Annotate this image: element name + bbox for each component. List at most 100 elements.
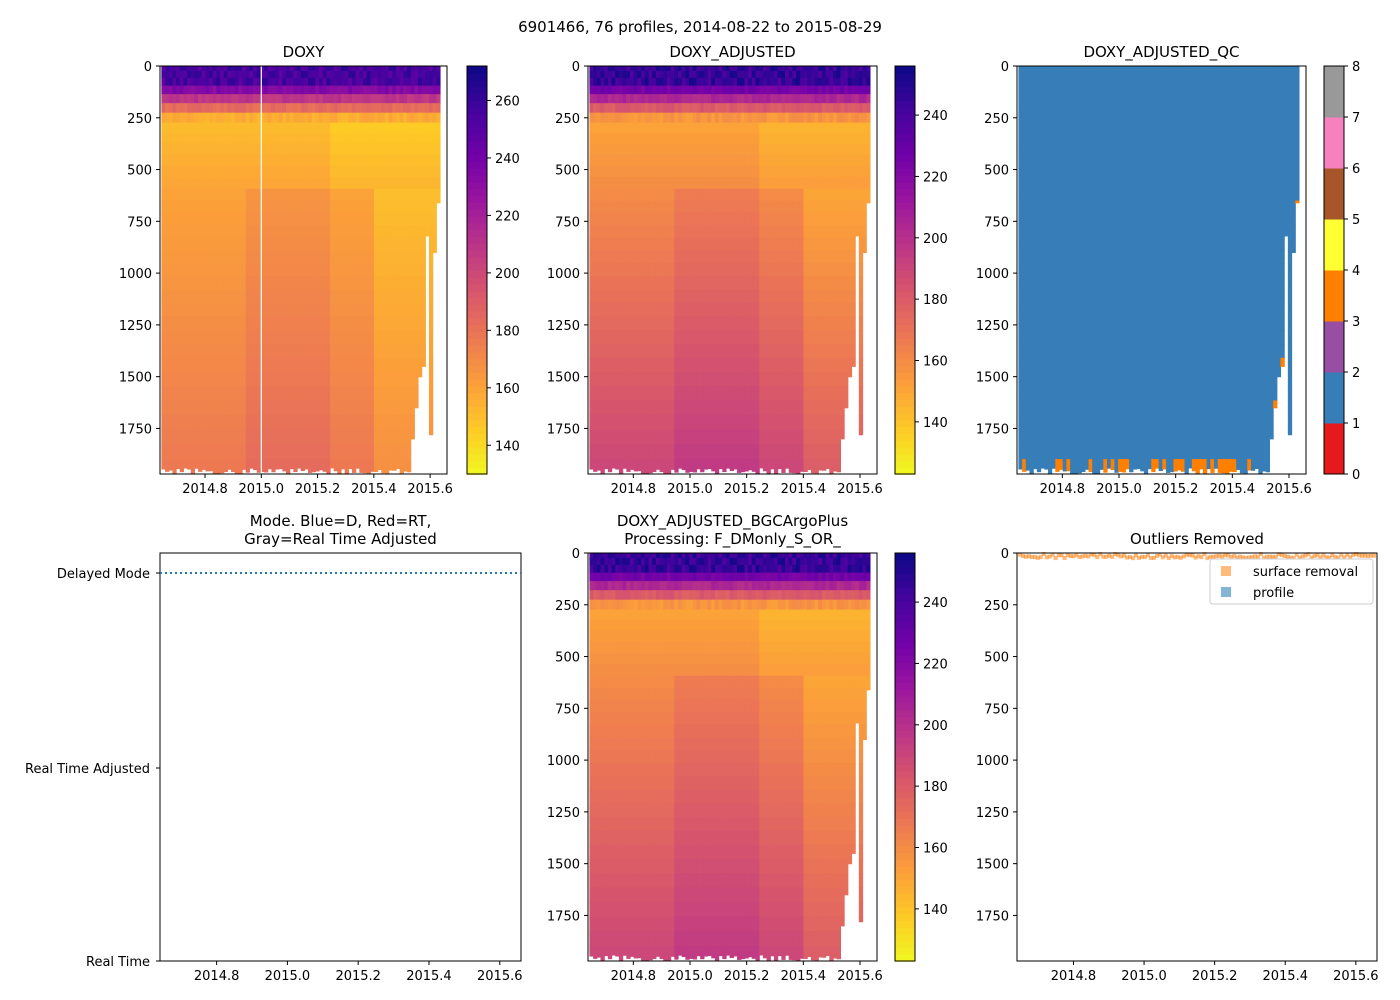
doxy-adjusted-cell (600, 200, 605, 214)
doxy-cell (333, 225, 338, 239)
doxy-cell (275, 371, 280, 387)
doxy-cell (351, 143, 357, 155)
doxy-cell (403, 250, 408, 264)
doxy-cell (245, 165, 250, 178)
doxy-adjusted-cell (729, 400, 734, 416)
doxy-cell (297, 143, 302, 155)
doxy-adjusted-cell (626, 70, 631, 79)
doxy-cell (187, 132, 192, 145)
doxy-adjusted-cell (814, 70, 819, 79)
doxy-adjusted-cell (744, 357, 749, 373)
doxy-cell (168, 316, 174, 331)
doxy-cell (344, 212, 349, 226)
doxy-cell (161, 459, 166, 470)
doxy-colorbar-step (467, 195, 487, 203)
doxy-cell (264, 70, 269, 79)
doxy-adjusted-cell (703, 70, 709, 79)
doxy-adjusted-cell (714, 237, 720, 251)
doxy-adjusted-cell (755, 225, 760, 239)
doxy-cell (256, 371, 261, 387)
doxy-cell (249, 66, 254, 72)
doxy-adjusted-cell (596, 66, 602, 72)
doxy-cell (300, 400, 305, 416)
doxy-cell (223, 459, 228, 473)
doxy-adjusted-cell (733, 371, 738, 387)
doxy-cell (377, 94, 382, 104)
doxy-adjusted-cell (840, 132, 845, 145)
doxy-cell (234, 400, 239, 416)
doxy-cell (337, 343, 342, 359)
doxy-adjusted-cell (718, 70, 723, 79)
doxy-cell (289, 225, 294, 239)
doxy-cell (187, 103, 192, 114)
doxy-adjusted-cell (770, 176, 775, 190)
doxy-cell (267, 316, 272, 331)
doxy-adjusted-cell (840, 143, 845, 155)
doxy-cell (260, 386, 265, 402)
doxy-cell (216, 371, 221, 387)
doxy-cell (333, 329, 338, 345)
doxy-cell (245, 85, 250, 95)
doxy-adjusted-cell (781, 237, 786, 251)
doxy-adjusted-cell (833, 400, 838, 416)
doxy-cell (370, 400, 375, 416)
doxy-adjusted-cell (729, 276, 734, 291)
doxy-adjusted-cell (729, 77, 734, 87)
doxy-cell (381, 343, 386, 359)
doxy-cell (304, 103, 309, 114)
doxy-cell (326, 386, 331, 402)
doxy-cell (399, 77, 404, 87)
doxy-cell (234, 112, 239, 124)
doxy-adjusted-cell (844, 94, 849, 104)
doxy-cell (384, 343, 390, 359)
doxy-cell (432, 225, 437, 239)
doxy-adjusted-cell (733, 176, 738, 190)
doxy-cell (428, 400, 434, 416)
doxy-adjusted-cell (766, 459, 771, 475)
doxy-cell (417, 70, 423, 79)
doxy-adjusted-cell (589, 329, 594, 345)
doxy-cell (209, 237, 214, 251)
doxy-cell (256, 444, 261, 460)
doxy-cell (319, 94, 324, 104)
doxy-adjusted-cell (792, 371, 797, 387)
doxy-adjusted-cell (696, 400, 701, 416)
doxy-cell (337, 237, 342, 251)
doxy-cell (315, 176, 320, 190)
doxy-cell (436, 70, 441, 79)
doxy-adjusted-cell (799, 212, 805, 226)
doxy-adjusted-cell (703, 400, 709, 416)
doxy-colorbar-step (467, 467, 487, 475)
doxy-adjusted-cell (744, 188, 749, 202)
doxy-cell (264, 188, 269, 202)
doxy-cell (311, 343, 316, 359)
doxy-cell (337, 143, 342, 155)
doxy-adjusted-cell (773, 70, 779, 79)
doxy-adjusted-cell (818, 371, 823, 387)
doxy-adjusted-cell (759, 289, 764, 304)
doxy-adjusted-cell (670, 70, 675, 79)
doxy-cell (245, 289, 250, 304)
doxy-adjusted-cell (703, 188, 709, 202)
doxy-adjusted-cell (674, 176, 679, 190)
doxy-adjusted-cell (596, 122, 602, 134)
doxy-adjusted-cell (644, 103, 650, 114)
doxy-adjusted-cell (792, 176, 797, 190)
doxy-adjusted-cell (714, 329, 720, 345)
doxy-cell (256, 188, 261, 202)
doxy-cell (194, 357, 199, 373)
doxy-adjusted-cell (792, 250, 797, 264)
doxy-cell (304, 94, 309, 104)
doxy-adjusted-cell (685, 77, 690, 87)
doxy-cell (388, 212, 393, 226)
doxy-cell (406, 289, 412, 304)
doxy-adjusted-cell (652, 400, 657, 416)
doxy-adjusted-cell (810, 122, 816, 134)
doxy-adjusted-cell (711, 165, 716, 178)
doxy-adjusted-cell (844, 371, 849, 387)
doxy-cell (315, 212, 320, 226)
doxy-adjusted-cell (748, 276, 753, 291)
doxy-cell (395, 371, 401, 387)
doxy-adjusted-cell (652, 165, 657, 178)
doxy-adjusted-cell (737, 289, 742, 304)
